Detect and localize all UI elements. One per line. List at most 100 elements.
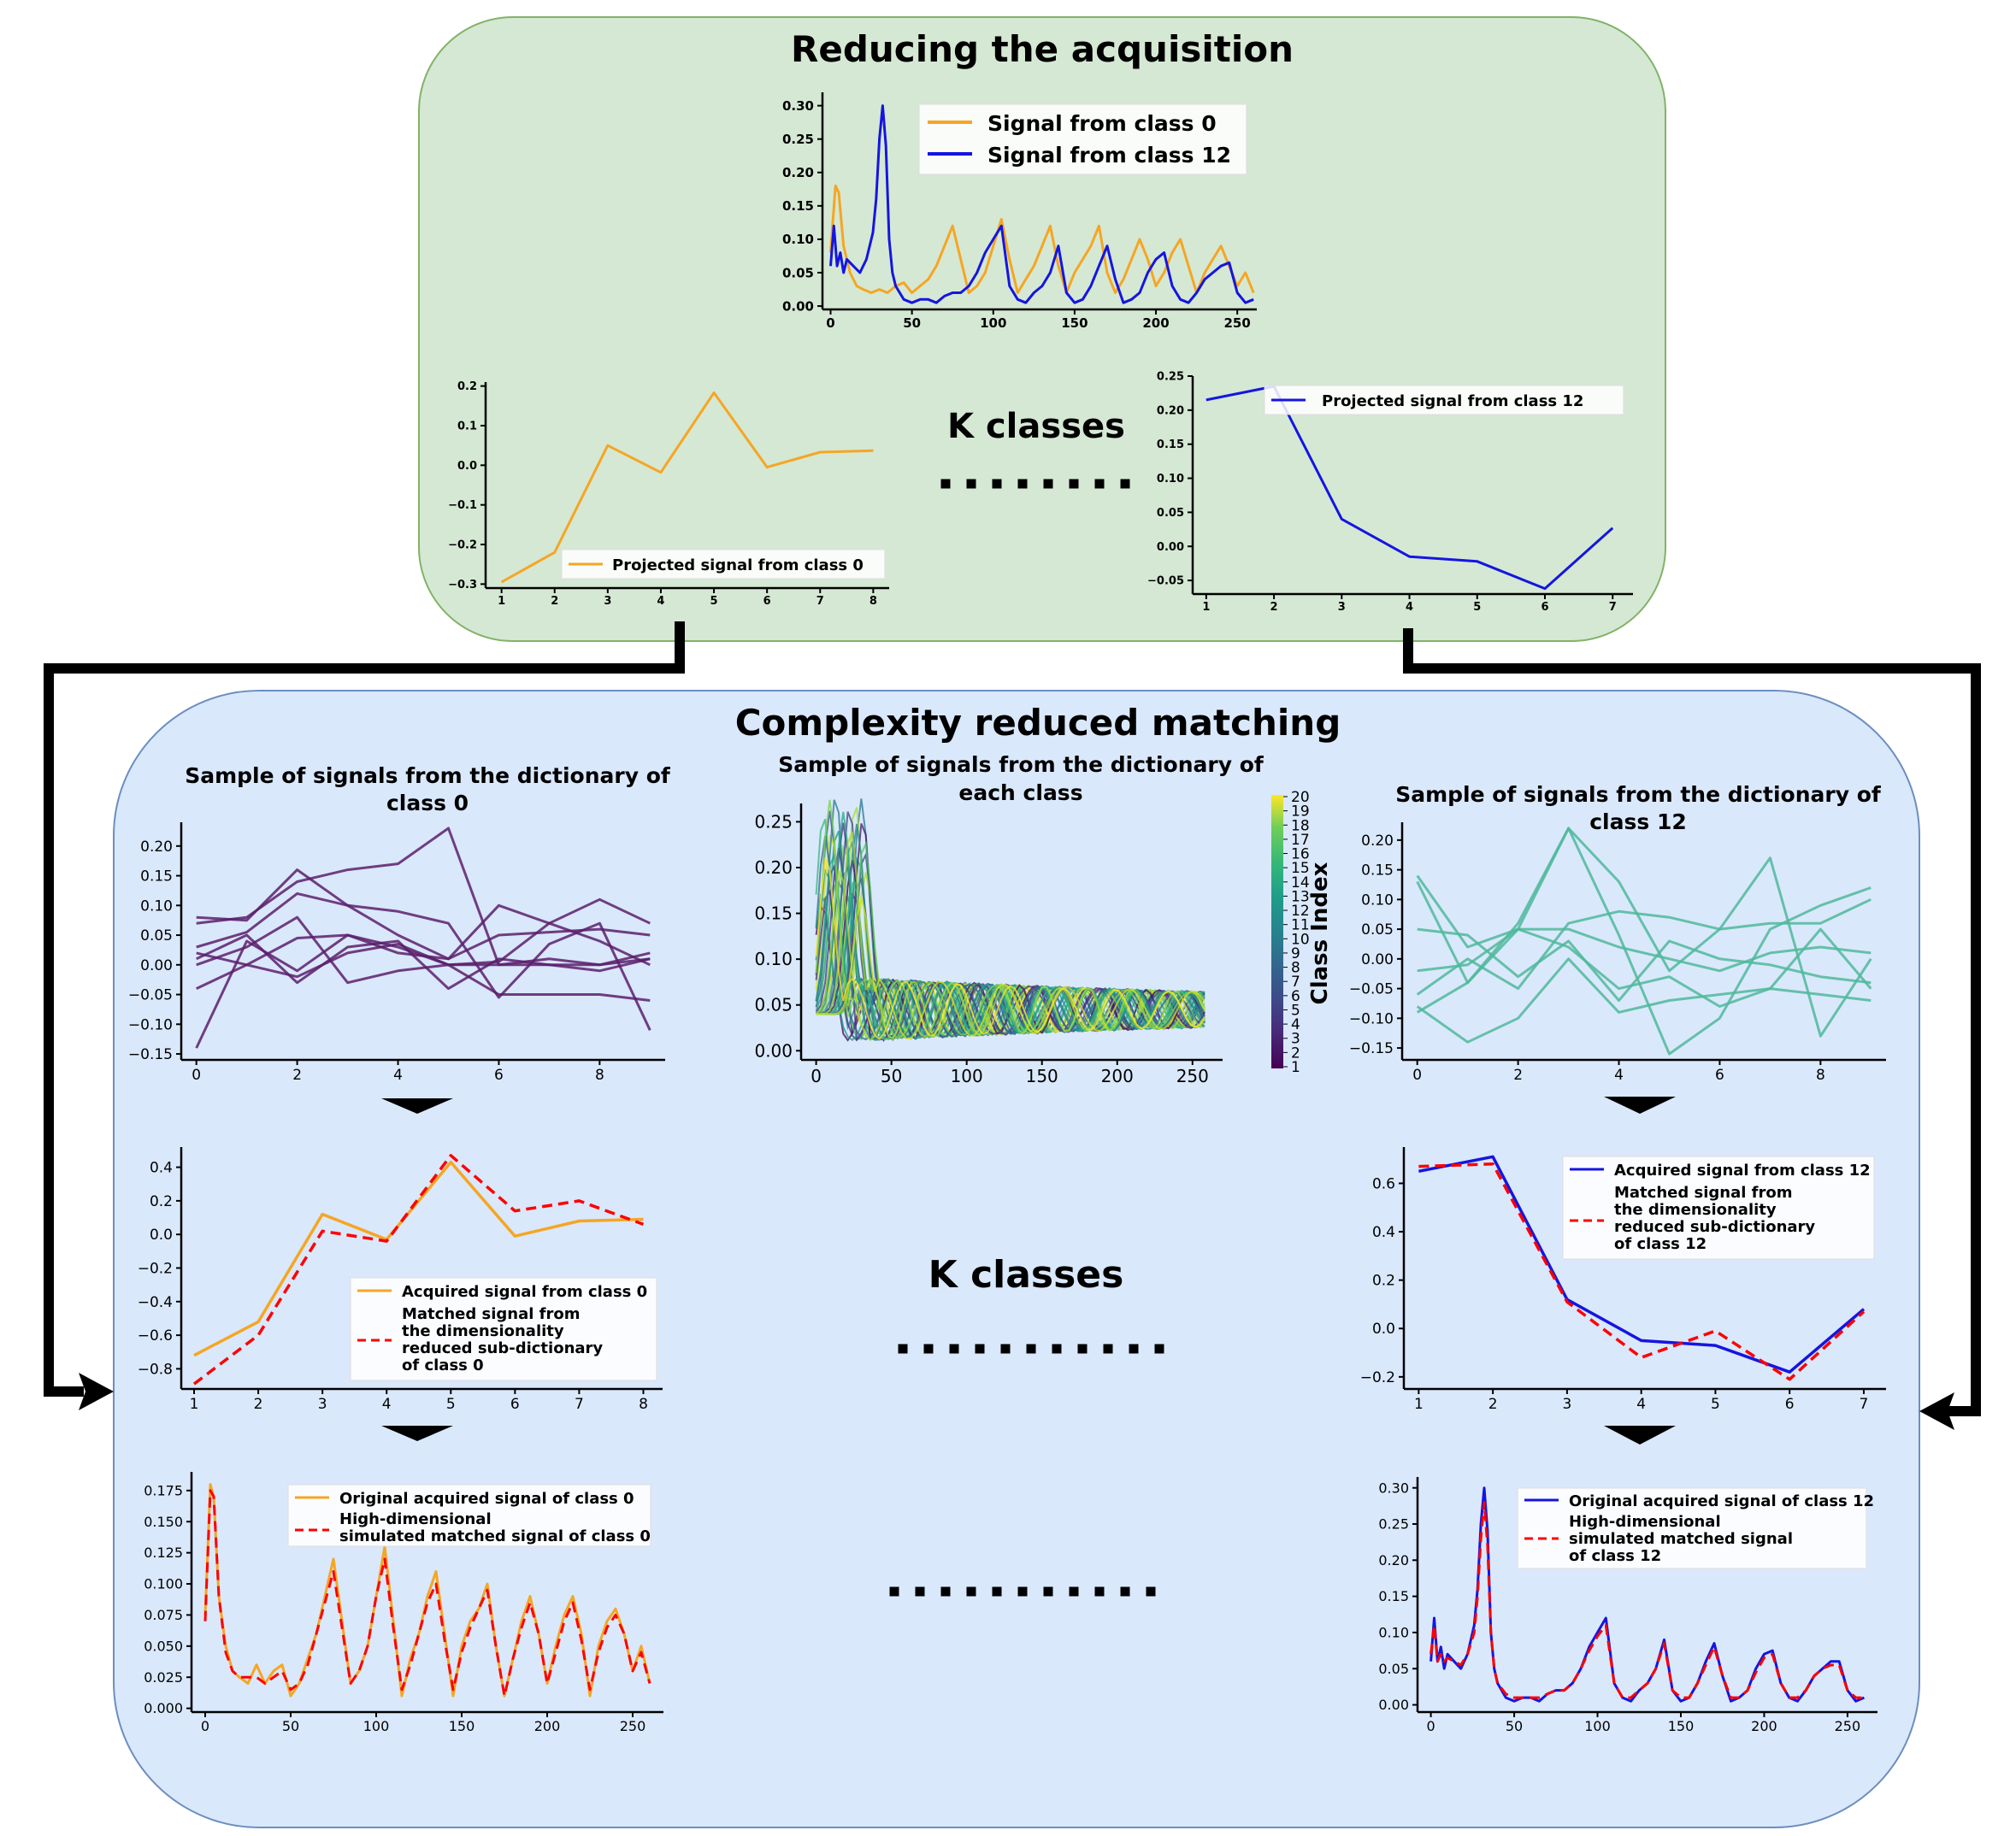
- x-tick-label: 100: [951, 1066, 983, 1086]
- ellipsis-dot: [1069, 479, 1079, 489]
- colorbar-tick-label: 1: [1291, 1059, 1300, 1076]
- x-tick-label: 150: [449, 1718, 475, 1734]
- chart-dictionary-all-classes: 0 50 100 150 200 250 0.00 0.05 0.10 0.15 0.20 0.25: [754, 798, 1223, 1086]
- y-tick-label: −0.05: [128, 987, 173, 1004]
- x-tick-label: 4: [1406, 601, 1413, 614]
- y-tick-label: 0.05: [1157, 507, 1184, 520]
- dict12-title-line1: Sample of signals from the dictionary of: [1395, 782, 1882, 807]
- legend-original-class0: Original acquired signal of class 0: [339, 1490, 634, 1508]
- chart-full-class12: 0 50 100 150 200 250 0.00 0.05 0.10 0.15 0.20 0.25 0…: [1378, 1477, 1877, 1734]
- colorbar-tick-label: 4: [1291, 1016, 1300, 1033]
- y-tick-label: −0.8: [138, 1361, 173, 1378]
- x-tick-label: 100: [1584, 1718, 1611, 1734]
- x-tick-label: 2: [551, 595, 558, 608]
- x-tick-label: 3: [318, 1396, 327, 1413]
- colorbar-tick-label: 7: [1291, 974, 1300, 991]
- x-tick-label: 8: [869, 595, 877, 608]
- legend-acquired-class12: Acquired signal from class 12: [1614, 1162, 1871, 1180]
- y-tick-label: 0.05: [782, 265, 814, 280]
- y-tick-label: 0.10: [1378, 1625, 1409, 1641]
- dict12-title-line2: class 12: [1589, 809, 1687, 834]
- y-tick-label: 0.25: [782, 132, 814, 147]
- y-tick-label: 0.20: [1378, 1552, 1409, 1568]
- colorbar-tick-label: 20: [1291, 789, 1310, 806]
- x-tick-label: 3: [604, 595, 611, 608]
- ellipsis-dot: [1043, 1586, 1053, 1597]
- series-line-1: [1429, 1501, 1865, 1699]
- x-tick-label: 8: [639, 1396, 648, 1413]
- down-arrow-class0-1: [381, 1098, 453, 1114]
- x-tick-label: 200: [1142, 315, 1169, 331]
- y-tick-label: −0.6: [138, 1327, 173, 1345]
- series-line-5: [196, 933, 651, 990]
- legend-original-class12: Original acquired signal of class 12: [1569, 1492, 1874, 1510]
- legend-simulated-class12-l1: High-dimensional: [1569, 1513, 1721, 1531]
- colorbar-tick-label: 8: [1291, 960, 1300, 977]
- x-tick-label: 6: [763, 595, 771, 608]
- x-tick-label: 0: [826, 315, 834, 331]
- y-tick-label: 0.25: [754, 811, 793, 832]
- connector-arrow-right: [1403, 628, 1981, 1430]
- y-tick-label: 0.20: [1361, 833, 1394, 850]
- series-line-3: [196, 933, 651, 991]
- series-line-0: [193, 1160, 644, 1357]
- series-line-6: [1416, 927, 1872, 1014]
- dict0-title-line2: class 0: [386, 791, 469, 815]
- dictall-title-line2: each class: [958, 780, 1082, 805]
- ellipsis-dot: [889, 1586, 899, 1597]
- y-tick-label: 0.100: [144, 1576, 183, 1592]
- x-tick-label: 0: [192, 1067, 201, 1084]
- y-tick-label: −0.2: [138, 1260, 173, 1277]
- y-tick-label: −0.05: [1349, 981, 1394, 998]
- y-tick-label: 0.25: [1157, 371, 1184, 384]
- x-tick-label: 0: [811, 1066, 822, 1086]
- x-tick-label: 2: [292, 1067, 302, 1084]
- y-tick-label: 0.0: [150, 1227, 173, 1244]
- k-classes-label-top: K classes: [947, 407, 1125, 446]
- bottom-panel-title: Complexity reduced matching: [735, 702, 1341, 744]
- x-tick-label: 250: [1835, 1718, 1861, 1734]
- x-tick-label: 7: [1860, 1396, 1869, 1413]
- y-tick-label: 0.30: [782, 98, 814, 114]
- ellipsis-dot: [966, 1586, 976, 1597]
- chart-projected-class0: 1 2 3 4 5 6 7 8 −0.3 −0.2 −0.1 0.0 0.1 0.2: [448, 380, 889, 608]
- ellipsis-dot: [1120, 1586, 1130, 1597]
- legend-matched-class0-l1: Matched signal from: [402, 1305, 581, 1323]
- y-tick-label: 0.00: [782, 298, 814, 314]
- top-panel-title: Reducing the acquisition: [791, 28, 1294, 70]
- chart-matched-class0: 1 2 3 4 5 6 7 8 −0.8 −0.6 −0.4 −0.2 0.0 0.2 0.4: [138, 1147, 663, 1413]
- ellipsis-dot: [1077, 1344, 1088, 1354]
- y-tick-label: 0.4: [1372, 1224, 1395, 1241]
- legend-simulated-class0-l2: simulated matched signal of class 0: [339, 1527, 651, 1545]
- legend-match0: Acquired signal from class 0 Matched sig…: [350, 1277, 657, 1381]
- down-arrow-class12-1: [1604, 1097, 1676, 1114]
- down-arrow-class12-2: [1604, 1426, 1676, 1445]
- colorbar-tick-label: 9: [1291, 945, 1300, 962]
- chart-dictionary-class0: 0 2 4 6 8 −0.15 −0.10 −0.05 0.00 0.05 0.10 0.15 0.20: [128, 822, 665, 1084]
- class-signal-line: [816, 897, 1205, 1040]
- dictall-title-line1: Sample of signals from the dictionary of: [778, 752, 1264, 777]
- colorbar-tick-label: 17: [1291, 832, 1310, 849]
- colorbar-tick-label: 5: [1291, 1002, 1300, 1019]
- series-line-2: [196, 892, 651, 1031]
- x-tick-label: 2: [1513, 1067, 1523, 1084]
- x-tick-label: 0: [201, 1718, 209, 1734]
- x-tick-label: 2: [254, 1396, 263, 1413]
- ellipsis-dot: [1120, 479, 1130, 489]
- y-tick-label: 0.00: [1361, 951, 1394, 968]
- y-tick-label: 0.125: [144, 1545, 183, 1561]
- y-tick-label: 0.1: [457, 421, 477, 433]
- y-tick-label: 0.10: [754, 949, 793, 969]
- y-tick-label: −0.2: [1360, 1369, 1395, 1386]
- ellipsis-dot: [1000, 1344, 1011, 1354]
- x-tick-label: 250: [1224, 315, 1251, 331]
- x-tick-label: 8: [1816, 1067, 1825, 1084]
- ellipsis-dots-top: [940, 479, 1130, 489]
- y-tick-label: −0.3: [448, 579, 477, 591]
- x-tick-label: 2: [1270, 601, 1278, 614]
- x-tick-label: 200: [534, 1718, 561, 1734]
- x-tick-label: 7: [816, 595, 824, 608]
- legend-signal-class0: Signal from class 0: [987, 111, 1217, 136]
- x-tick-label: 4: [657, 595, 664, 608]
- series-line-0: [1416, 827, 1872, 1038]
